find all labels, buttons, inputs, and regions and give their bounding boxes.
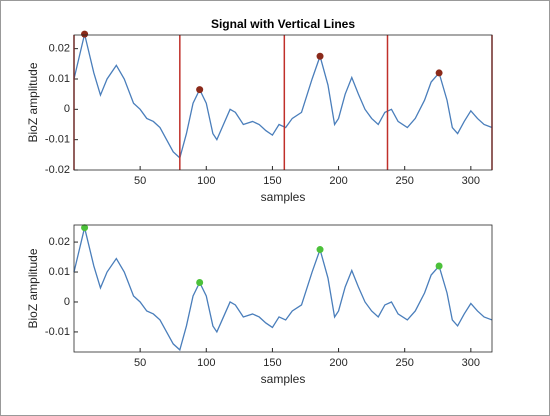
x-tick-label: 100	[197, 357, 215, 369]
x-tick-label: 200	[329, 357, 347, 369]
y-tick-label: -0.02	[45, 164, 70, 176]
peak-marker	[316, 246, 324, 254]
y-tick-label: 0	[64, 103, 70, 115]
x-axis-label: samples	[261, 372, 306, 386]
x-tick-label: 50	[134, 357, 146, 369]
x-tick-label: 250	[396, 175, 414, 187]
x-tick-label: 250	[396, 357, 414, 369]
y-axis-label: BioZ amplitude	[26, 62, 40, 142]
y-tick-label: -0.01	[45, 326, 70, 338]
axes-box	[73, 34, 493, 171]
peak-marker	[196, 86, 204, 94]
plot-area	[74, 35, 492, 170]
peak-marker	[81, 224, 89, 232]
peak-marker	[316, 52, 324, 60]
x-tick-label: 300	[462, 357, 480, 369]
y-tick-label: 0.02	[49, 236, 70, 248]
y-tick-label: 0.01	[49, 266, 70, 278]
peak-marker	[435, 69, 443, 77]
x-tick-label: 100	[197, 175, 215, 187]
y-axis-label: BioZ amplitude	[26, 248, 40, 328]
y-tick-label: 0.02	[49, 43, 70, 55]
plot-area	[74, 225, 492, 352]
x-tick-label: 200	[329, 175, 347, 187]
y-tick-label: -0.01	[45, 134, 70, 146]
peak-marker	[435, 262, 443, 270]
x-tick-label: 50	[134, 175, 146, 187]
signal-line	[73, 33, 493, 160]
peak-marker	[196, 279, 204, 287]
chart-title: Signal with Vertical Lines	[211, 17, 355, 31]
x-tick-label: 150	[263, 357, 281, 369]
y-tick-label: 0	[64, 296, 70, 308]
y-tick-label: 0.01	[49, 73, 70, 85]
axes-box	[73, 224, 493, 353]
peak-marker	[81, 30, 89, 38]
x-tick-label: 150	[263, 175, 281, 187]
signal-line	[73, 227, 493, 352]
x-axis-label: samples	[261, 190, 306, 204]
x-tick-label: 300	[462, 175, 480, 187]
